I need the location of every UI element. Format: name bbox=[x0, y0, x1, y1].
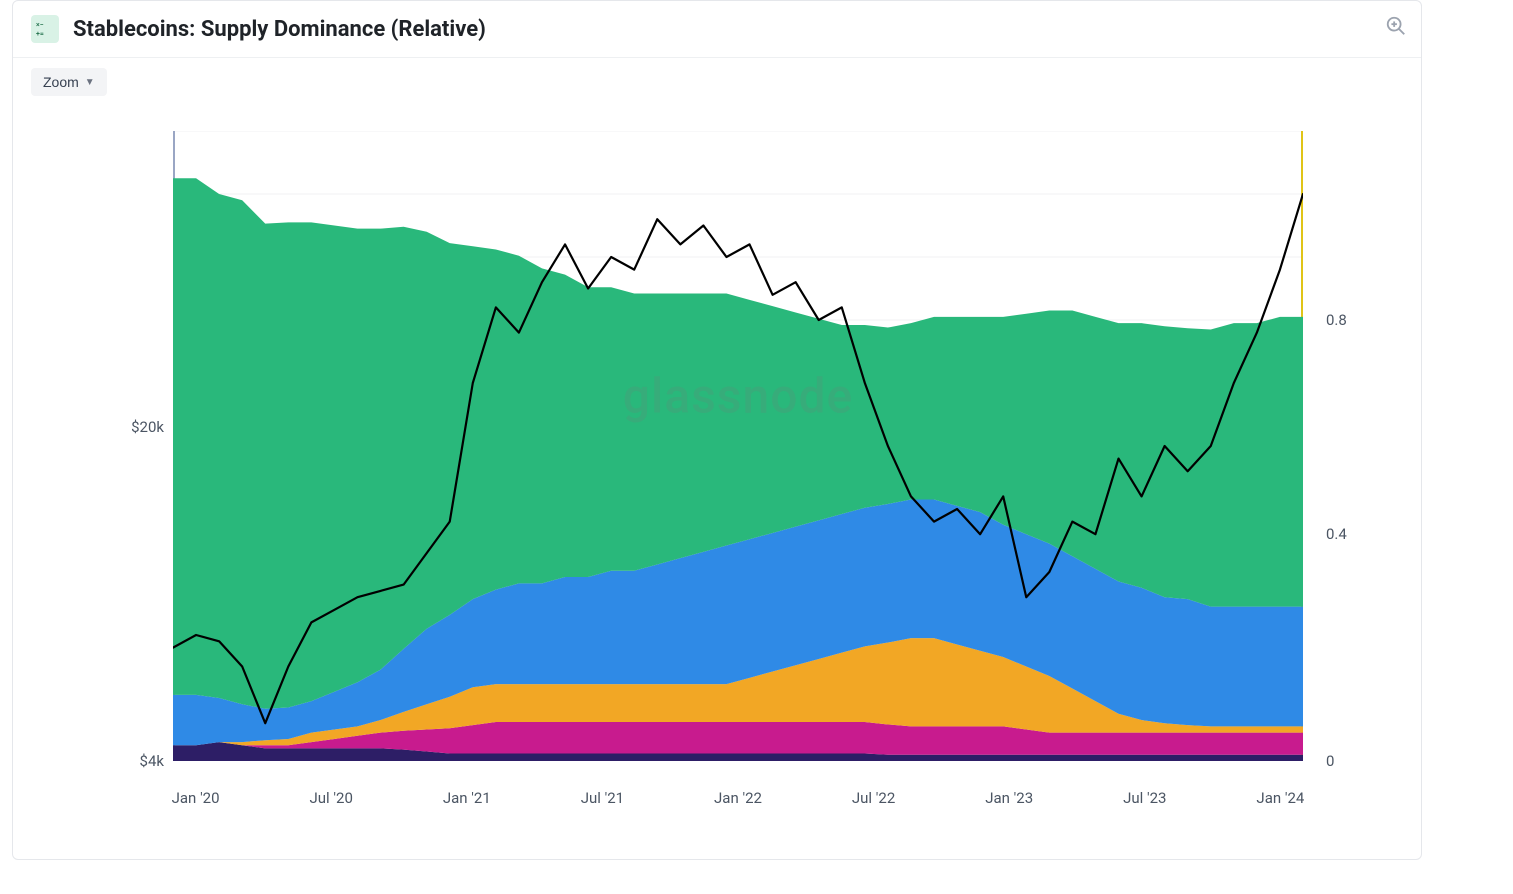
y-axis-right: 0.80.40 bbox=[1318, 131, 1368, 761]
y-left-tick: $4k bbox=[140, 752, 164, 770]
x-axis: Jan '20 Jul '20 Jan '21 Jul '21 Jan '22 Jul '… bbox=[173, 775, 1303, 815]
brand-badge: ×− += bbox=[31, 15, 59, 43]
svg-text:×−: ×− bbox=[36, 21, 44, 29]
y-right-tick: 0.4 bbox=[1326, 525, 1347, 543]
chart-title: Stablecoins: Supply Dominance (Relative) bbox=[73, 17, 486, 42]
chart-card: ×− += Stablecoins: Supply Dominance (Rel… bbox=[12, 0, 1422, 860]
y-axis-left: $20k$4k bbox=[113, 131, 168, 761]
x-tick: Jul '23 bbox=[1123, 789, 1166, 807]
x-tick: Jan '20 bbox=[172, 789, 220, 807]
x-tick: Jan '24 bbox=[1256, 789, 1304, 807]
chevron-down-icon: ▼ bbox=[85, 77, 95, 88]
y-right-tick: 0.8 bbox=[1326, 311, 1347, 329]
toolbar: Zoom ▼ bbox=[13, 58, 1421, 96]
x-tick: Jul '22 bbox=[852, 789, 895, 807]
expand-icon[interactable] bbox=[1385, 15, 1407, 37]
chart-area: $20k$4k glassnode 0.80.40 Jan '20Jul '20… bbox=[113, 131, 1313, 811]
card-header: ×− += Stablecoins: Supply Dominance (Rel… bbox=[13, 1, 1421, 58]
y-left-tick: $20k bbox=[131, 418, 164, 436]
y-right-tick: 0 bbox=[1326, 752, 1334, 770]
x-tick: Jan '22 bbox=[714, 789, 762, 807]
svg-text:+=: += bbox=[36, 30, 44, 38]
brand-icon: ×− += bbox=[36, 20, 54, 38]
x-tick: Jul '21 bbox=[581, 789, 624, 807]
zoom-button-label: Zoom bbox=[43, 74, 79, 90]
x-tick: Jan '21 bbox=[443, 789, 491, 807]
plot[interactable]: glassnode bbox=[173, 131, 1303, 761]
x-tick: Jan '23 bbox=[985, 789, 1033, 807]
zoom-button[interactable]: Zoom ▼ bbox=[31, 68, 107, 96]
x-tick: Jul '20 bbox=[309, 789, 352, 807]
